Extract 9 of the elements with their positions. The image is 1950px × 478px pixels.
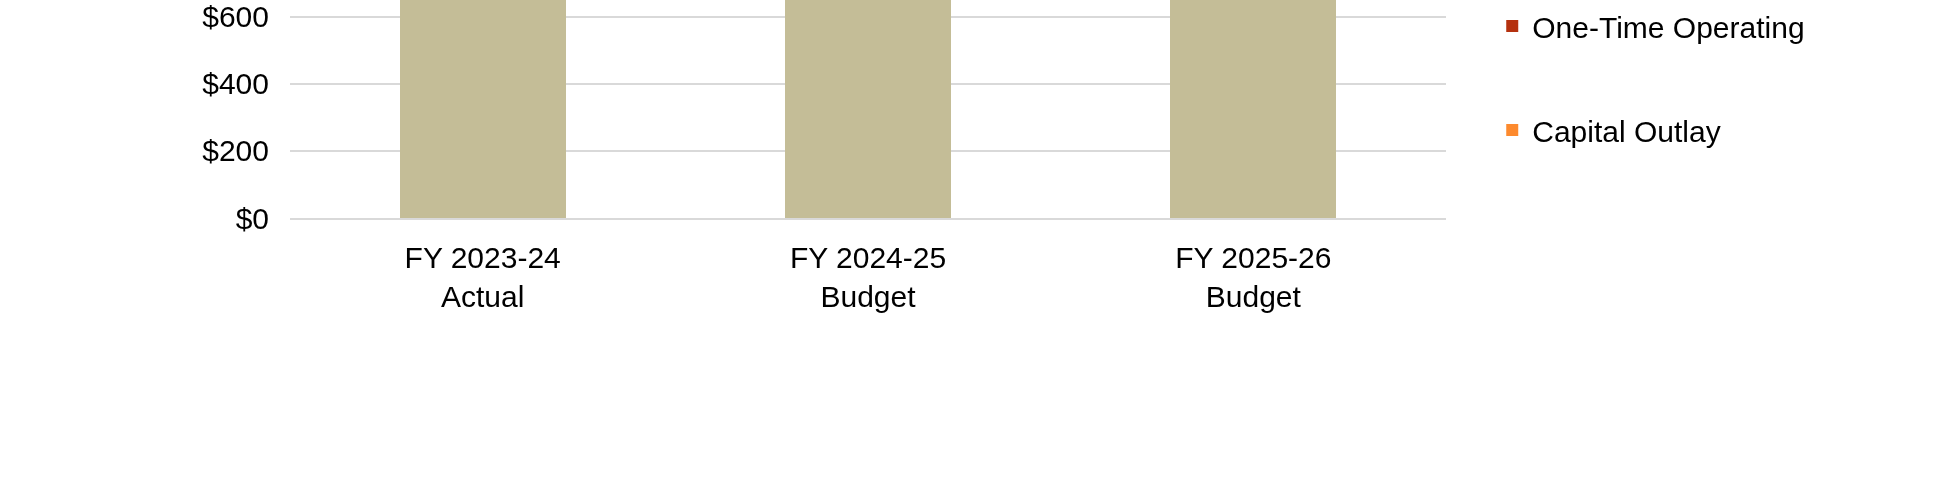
x-tick-label: FY 2023-24 Actual (404, 241, 561, 313)
legend-label: One-Time Operating (1532, 10, 1805, 44)
legend-label: Capital Outlay (1532, 114, 1721, 148)
y-tick-label: $600 (202, 0, 269, 34)
x-tick-label: FY 2025-26 Budget (1175, 241, 1332, 313)
y-tick-label: $0 (235, 201, 269, 235)
y-tick-label: $200 (202, 134, 269, 168)
y-tick-label: $400 (202, 67, 269, 101)
x-tick-label: FY 2024-25 Budget (789, 241, 947, 313)
